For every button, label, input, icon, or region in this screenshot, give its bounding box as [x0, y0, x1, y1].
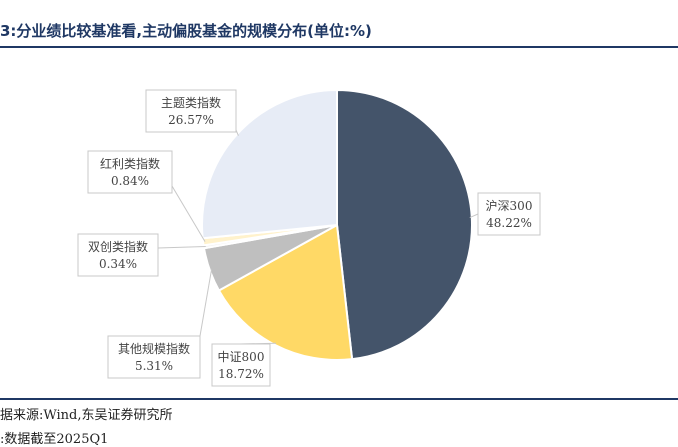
pie-slice: [336, 88, 473, 361]
value-label: 5.31%: [135, 359, 173, 373]
category-label: 红利类指数: [100, 156, 160, 171]
value-label: 18.72%: [218, 367, 264, 381]
category-label: 沪深300: [486, 199, 533, 213]
value-label: 0.84%: [111, 174, 149, 188]
category-label: 双创类指数: [88, 239, 148, 254]
leader-line: [171, 185, 206, 242]
pie-chart: 沪深300 48.22% 中证800 18.72% 其他规模指数 5.31% 双创类指数 0.…: [77, 88, 541, 387]
category-label: 主题类指数: [161, 95, 221, 110]
leader-line: [199, 269, 213, 337]
date-note: :数据截至2025Q1: [0, 432, 109, 447]
value-label: 26.57%: [168, 113, 214, 127]
label-box: [211, 343, 271, 387]
pie-slice: [217, 223, 354, 361]
source-note: 据来源:Wind,东吴证券研究所: [0, 408, 173, 423]
label-box: [477, 192, 541, 236]
category-label: 中证800: [218, 349, 265, 364]
category-label: 其他规模指数: [118, 341, 190, 356]
leader-line: [469, 213, 479, 219]
title-rule: [0, 46, 678, 48]
pie-slice: [201, 88, 338, 240]
label-box: [107, 335, 201, 379]
value-label: 48.22%: [486, 216, 532, 230]
label-box: [87, 150, 173, 194]
value-label: 0.34%: [99, 257, 137, 271]
footer-rule: [0, 398, 678, 400]
chart-title: 3:分业绩比较基准看,主动偏股基金的规模分布(单位:%): [0, 22, 372, 40]
label-box: [77, 233, 159, 277]
leader-line: [157, 245, 206, 249]
label-box: [145, 89, 237, 133]
